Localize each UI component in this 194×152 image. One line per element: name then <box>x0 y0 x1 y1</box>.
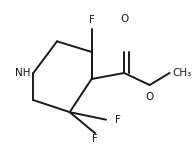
Text: F: F <box>89 15 94 25</box>
Text: F: F <box>115 115 121 125</box>
Text: NH: NH <box>15 68 30 78</box>
Text: CH₃: CH₃ <box>172 68 192 78</box>
Text: O: O <box>146 92 154 102</box>
Text: O: O <box>120 14 128 24</box>
Text: F: F <box>92 134 98 144</box>
